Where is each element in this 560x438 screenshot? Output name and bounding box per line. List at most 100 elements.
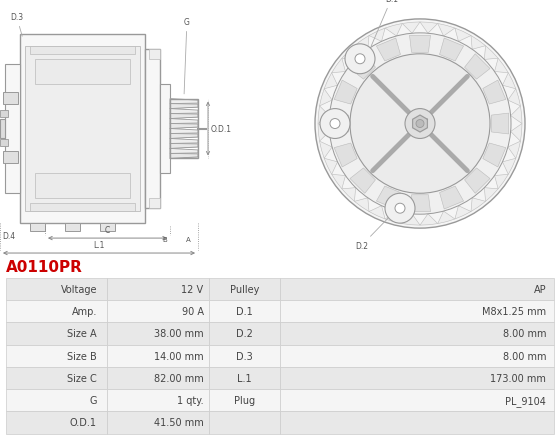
Bar [6,389,107,411]
Polygon shape [170,104,198,110]
Text: G: G [184,18,190,95]
Text: 12 V: 12 V [181,284,204,294]
Bar [209,389,280,411]
Polygon shape [376,39,400,62]
Circle shape [395,204,405,214]
Bar [107,389,209,411]
Polygon shape [455,29,471,42]
Polygon shape [385,25,402,37]
Bar [35,174,130,199]
Polygon shape [483,144,506,168]
Polygon shape [402,214,420,226]
Bar [280,300,554,322]
Polygon shape [342,188,356,202]
Polygon shape [149,49,160,60]
Text: AP: AP [534,284,546,294]
Bar [65,224,80,232]
Polygon shape [332,114,348,134]
Text: 38.00 mm: 38.00 mm [154,328,204,339]
Text: B: B [162,237,167,243]
Text: Pulley: Pulley [230,284,259,294]
Text: L.1: L.1 [237,373,251,383]
Text: G: G [90,396,97,405]
Bar [6,345,107,367]
Text: Size B: Size B [67,351,97,361]
Text: Plug: Plug [234,396,255,405]
Polygon shape [5,64,20,194]
Polygon shape [502,74,516,89]
Polygon shape [471,198,486,212]
Circle shape [405,110,435,139]
Bar [6,367,107,389]
Text: D.2: D.2 [355,219,388,251]
Bar [107,278,209,300]
Polygon shape [350,55,375,80]
Polygon shape [354,198,369,212]
Circle shape [345,45,375,74]
Text: 1 qty.: 1 qty. [177,396,204,405]
Polygon shape [149,199,160,209]
Bar [3,152,18,164]
Polygon shape [376,187,400,209]
Polygon shape [324,159,338,175]
Text: D.4: D.4 [2,232,15,240]
Polygon shape [170,119,198,124]
Polygon shape [334,144,357,168]
Polygon shape [170,149,198,154]
Polygon shape [170,144,198,149]
Bar [0,119,5,139]
Polygon shape [402,23,420,34]
Bar [6,278,107,300]
Polygon shape [465,55,490,80]
Polygon shape [438,25,455,37]
Polygon shape [170,99,198,104]
Polygon shape [413,116,427,133]
Text: Size C: Size C [67,373,97,383]
Bar [170,99,198,159]
Polygon shape [409,195,431,212]
Text: D.3: D.3 [236,351,253,361]
Polygon shape [320,89,332,106]
Text: Amp.: Amp. [72,307,97,316]
Polygon shape [508,142,520,159]
Polygon shape [160,85,170,174]
Polygon shape [170,154,198,159]
Polygon shape [350,169,375,194]
Polygon shape [170,129,198,134]
Polygon shape [30,47,135,55]
Polygon shape [318,124,329,142]
Polygon shape [494,175,508,189]
Bar [107,345,209,367]
Polygon shape [385,212,402,224]
Polygon shape [511,106,522,124]
Text: A: A [185,237,190,243]
Text: C: C [105,226,110,235]
Polygon shape [170,124,198,129]
Bar [280,367,554,389]
Bar [0,110,8,117]
Polygon shape [440,39,464,62]
Polygon shape [438,212,455,224]
Polygon shape [170,134,198,139]
Bar [6,322,107,345]
Polygon shape [170,114,198,119]
Bar [280,389,554,411]
Polygon shape [30,204,135,212]
Circle shape [416,120,424,128]
Polygon shape [332,59,346,74]
Polygon shape [484,46,498,60]
Text: D.3: D.3 [10,13,23,37]
Circle shape [385,194,415,224]
Circle shape [330,119,340,129]
Polygon shape [170,110,198,114]
Bar [280,278,554,300]
Text: Voltage: Voltage [60,284,97,294]
Bar [35,60,130,85]
Text: O.D.1: O.D.1 [211,125,232,134]
Polygon shape [369,206,385,219]
Text: Size A: Size A [67,328,97,339]
Polygon shape [25,47,140,212]
Polygon shape [334,81,357,105]
Polygon shape [484,188,498,202]
Polygon shape [20,35,145,224]
